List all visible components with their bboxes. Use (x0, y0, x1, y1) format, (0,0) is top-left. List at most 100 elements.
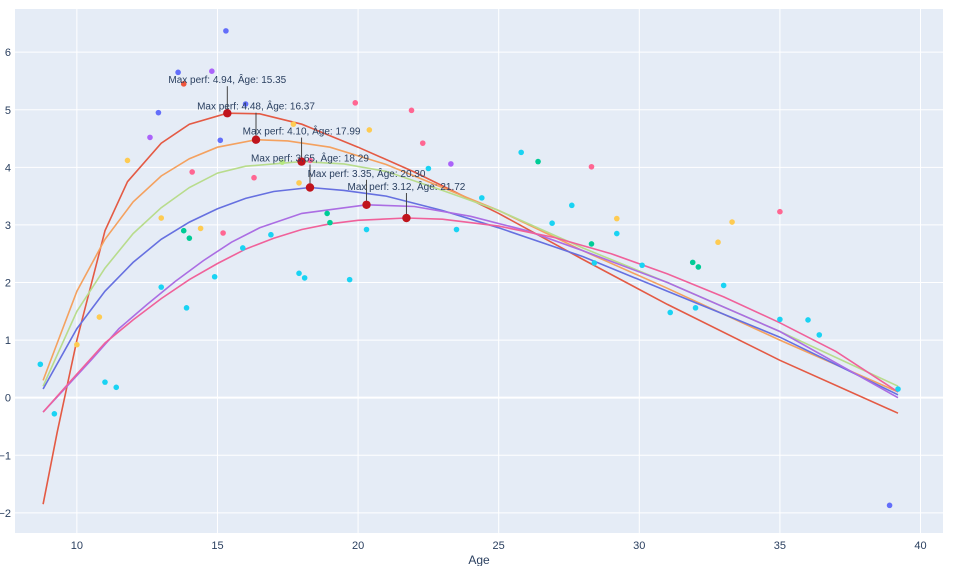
scatter-point (175, 69, 181, 76)
scatter-point (692, 305, 699, 311)
scatter-point (296, 270, 302, 277)
scatter-point (189, 169, 195, 175)
fit-curve (42, 186, 899, 396)
scatter-point (639, 262, 645, 269)
scatter-point (327, 219, 333, 226)
scatter-point (158, 284, 165, 290)
scatter-point (96, 314, 103, 320)
fit-curve (42, 112, 899, 505)
scatter-point (37, 361, 44, 368)
x-tick-label: 35 (774, 540, 786, 552)
data-points (37, 28, 901, 509)
scatter-point (268, 231, 274, 238)
plot-background (15, 9, 943, 533)
x-tick-label: 30 (633, 540, 645, 552)
y-tick-label: −1 (0, 450, 11, 462)
scatter-point (720, 282, 727, 289)
scatter-point (613, 215, 620, 222)
scatter-point (346, 276, 353, 283)
scatter-point (242, 101, 249, 107)
scatter-point (209, 68, 215, 74)
scatter-point (301, 275, 308, 281)
y-tick-label: 4 (5, 162, 11, 174)
scatter-point (613, 230, 620, 237)
scatter-point (816, 332, 823, 338)
scatter-point (689, 259, 696, 266)
scatter-point (74, 341, 80, 348)
fit-curve (42, 203, 899, 413)
scatter-point (479, 195, 485, 201)
scatter-point (102, 379, 108, 385)
scatter-point (197, 225, 204, 232)
scatter-point (124, 157, 131, 164)
scatter-point (307, 157, 314, 164)
x-tick-label: 10 (71, 540, 83, 552)
scatter-point (113, 384, 120, 391)
scatter-point (425, 165, 432, 172)
peak-marker (402, 213, 411, 223)
scatter-point (549, 220, 555, 227)
scatter-point (588, 241, 595, 247)
y-tick-label: −2 (0, 508, 11, 520)
peak-marker (223, 109, 232, 118)
peak-annotation-label: Max perf: 3.35, Âge: 20.30 (308, 167, 426, 180)
fit-curve (42, 217, 899, 413)
scatter-point (211, 273, 218, 280)
peak-annotations: Max perf: 4.94, Âge: 15.35 Max perf: 4.48… (168, 73, 466, 223)
scatter-point (155, 109, 162, 116)
peak-marker (305, 183, 315, 192)
scatter-point (296, 180, 302, 186)
y-tick-label: 1 (5, 335, 11, 347)
peak-annotation-label: Max perf: 4.94, Âge: 15.35 (168, 73, 286, 86)
scatter-point (290, 121, 297, 127)
grid-lines (15, 9, 943, 533)
peak-annotation-label: Max perf: 3.12, Âge: 21.72 (348, 180, 466, 193)
x-tick-label: 15 (211, 540, 223, 552)
fitted-curves (42, 112, 899, 505)
scatter-point (324, 210, 330, 217)
scatter-point (186, 235, 193, 241)
scatter-point (518, 149, 524, 156)
y-tick-label: 5 (5, 105, 11, 117)
y-tick-label: 6 (5, 47, 11, 59)
scatter-point (886, 502, 893, 509)
scatter-point (777, 316, 783, 323)
x-tick-label: 20 (352, 540, 364, 552)
peak-marker (362, 200, 371, 209)
peak-annotation-label: Max perf: 4.48, Âge: 16.37 (197, 100, 315, 113)
scatter-point (448, 161, 454, 167)
scatter-point (183, 305, 190, 311)
peak-annotation-label: Max perf: 4.10, Âge: 17.99 (243, 125, 361, 138)
scatter-point (180, 81, 187, 87)
scatter-point (363, 226, 370, 233)
scatter-point (180, 227, 187, 234)
scatter-point (535, 158, 541, 165)
y-tick-label: 3 (5, 220, 11, 232)
scatter-point (777, 208, 783, 215)
scatter-point (366, 127, 373, 133)
y-tick-label: 2 (5, 278, 11, 290)
x-tick-label: 25 (493, 540, 505, 552)
scatter-point (569, 202, 575, 209)
scatter-point (729, 219, 735, 225)
scatter-point (239, 245, 246, 251)
x-tick-label: 40 (914, 540, 926, 552)
y-tick-label: 0 (5, 393, 11, 405)
scatter-point (715, 239, 721, 246)
x-axis-title: Age (468, 553, 490, 566)
scatter-point (279, 159, 285, 165)
scatter-point (220, 230, 226, 236)
scatter-point (895, 386, 901, 392)
scatter-point (51, 411, 58, 417)
scatter-point (453, 226, 460, 233)
scatter-point (667, 309, 674, 316)
scatter-point (591, 260, 598, 266)
scatter-point (251, 174, 257, 181)
scatter-point (223, 28, 229, 34)
peak-annotation-label: Max perf: 3.65, Âge: 18.29 (251, 152, 369, 165)
peak-marker (251, 135, 261, 144)
scatter-point (352, 100, 359, 106)
scatter-point (588, 163, 595, 170)
